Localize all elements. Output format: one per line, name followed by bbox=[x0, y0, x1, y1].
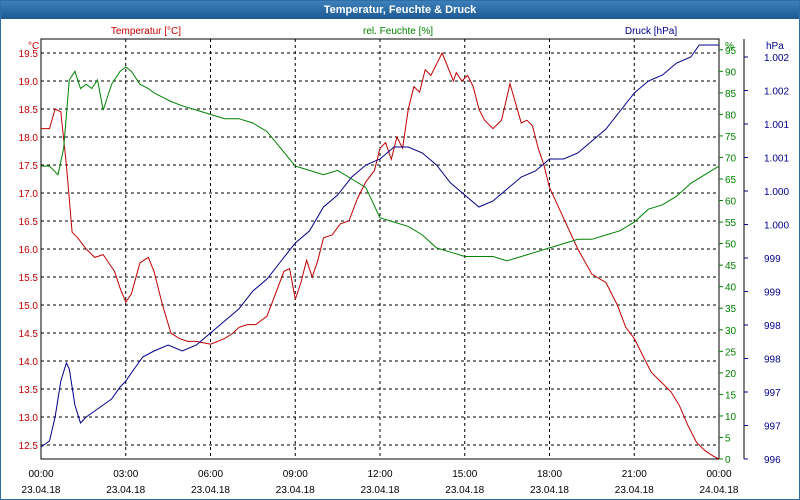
temperature-tick-label: 19.5 bbox=[19, 49, 39, 60]
x-tick-label: 00:00 bbox=[28, 469, 53, 480]
temperature-tick-label: 14.5 bbox=[19, 329, 39, 340]
humidity-tick-label: 40 bbox=[725, 283, 737, 294]
x-tick-date: 23.04.18 bbox=[22, 485, 61, 496]
pressure-series-line bbox=[40, 44, 719, 448]
humidity-tick-label: 35 bbox=[725, 304, 737, 315]
pressure-tick-label: 1.000 bbox=[764, 187, 789, 198]
x-tick-date: 23.04.18 bbox=[276, 485, 315, 496]
x-tick-label: 21:00 bbox=[622, 469, 647, 480]
temperature-unit: °C bbox=[28, 41, 39, 52]
humidity-tick-label: 90 bbox=[725, 67, 737, 78]
x-tick-label: 12:00 bbox=[367, 469, 392, 480]
pressure-tick-label: 997 bbox=[764, 422, 781, 433]
temperature-tick-label: 14.0 bbox=[19, 357, 39, 368]
humidity-tick-label: 55 bbox=[725, 218, 737, 229]
humidity-tick-label: 75 bbox=[725, 132, 737, 143]
humidity-tick-label: 95 bbox=[725, 46, 737, 57]
temperature-tick-label: 15.5 bbox=[19, 273, 39, 284]
humidity-tick-label: 0 bbox=[725, 455, 731, 466]
pressure-tick-label: 999 bbox=[764, 288, 781, 299]
temperature-tick-label: 12.5 bbox=[19, 441, 39, 452]
x-tick-label: 18:00 bbox=[537, 469, 562, 480]
temperature-series-line bbox=[41, 51, 720, 460]
pressure-axis-label: Druck [hPa] bbox=[625, 26, 677, 37]
pressure-tick-label: 996 bbox=[764, 455, 781, 466]
humidity-tick-label: 80 bbox=[725, 110, 737, 121]
temperature-tick-label: 13.0 bbox=[19, 413, 39, 424]
humidity-tick-label: 25 bbox=[725, 347, 737, 358]
humidity-axis-label: rel. Feuchte [%] bbox=[363, 26, 433, 37]
x-tick-date: 23.04.18 bbox=[445, 485, 484, 496]
x-tick-label: 09:00 bbox=[283, 469, 308, 480]
humidity-tick-label: 50 bbox=[725, 240, 737, 251]
x-tick-label: 06:00 bbox=[198, 469, 223, 480]
temperature-tick-label: 15.0 bbox=[19, 301, 39, 312]
temperature-axis-label: Temperatur [°C] bbox=[111, 26, 181, 37]
pressure-tick-label: 998 bbox=[764, 355, 781, 366]
x-tick-label: 03:00 bbox=[113, 469, 138, 480]
x-tick-date: 23.04.18 bbox=[191, 485, 230, 496]
temperature-tick-label: 19.0 bbox=[19, 77, 39, 88]
x-tick-label: 15:00 bbox=[452, 469, 477, 480]
humidity-tick-label: 60 bbox=[725, 197, 737, 208]
x-tick-date: 23.04.18 bbox=[530, 485, 569, 496]
humidity-tick-label: 30 bbox=[725, 326, 737, 337]
temperature-tick-label: 16.5 bbox=[19, 217, 39, 228]
temperature-tick-label: 17.0 bbox=[19, 189, 39, 200]
x-tick-date: 23.04.18 bbox=[615, 485, 654, 496]
humidity-series-line bbox=[41, 66, 720, 262]
chart-title: Temperatur, Feuchte & Druck bbox=[1, 1, 799, 19]
x-tick-date: 23.04.18 bbox=[106, 485, 145, 496]
humidity-tick-label: 20 bbox=[725, 369, 737, 380]
pressure-tick-label: 1.001 bbox=[764, 120, 789, 131]
pressure-tick-label: 998 bbox=[764, 321, 781, 332]
humidity-tick-label: 45 bbox=[725, 261, 737, 272]
humidity-unit: % bbox=[725, 41, 734, 52]
pressure-tick-label: 997 bbox=[764, 388, 781, 399]
pressure-tick-label: 1.001 bbox=[764, 154, 789, 165]
humidity-tick-label: 5 bbox=[725, 433, 731, 444]
humidity-tick-label: 85 bbox=[725, 89, 737, 100]
pressure-tick-label: 1.002 bbox=[764, 53, 789, 64]
humidity-tick-label: 15 bbox=[725, 390, 737, 401]
temperature-tick-label: 18.0 bbox=[19, 133, 39, 144]
pressure-tick-label: 1.000 bbox=[764, 221, 789, 232]
x-tick-date: 24.04.18 bbox=[700, 485, 739, 496]
temperature-tick-label: 18.5 bbox=[19, 105, 39, 116]
temperature-tick-label: 13.5 bbox=[19, 385, 39, 396]
pressure-tick-label: 999 bbox=[764, 254, 781, 265]
pressure-unit: hPa bbox=[766, 41, 784, 52]
humidity-tick-label: 65 bbox=[725, 175, 737, 186]
x-tick-date: 23.04.18 bbox=[361, 485, 400, 496]
humidity-tick-label: 70 bbox=[725, 153, 737, 164]
temperature-tick-label: 17.5 bbox=[19, 161, 39, 172]
temperature-tick-label: 16.0 bbox=[19, 245, 39, 256]
pressure-tick-label: 1.002 bbox=[764, 87, 789, 98]
x-tick-label: 00:00 bbox=[706, 469, 731, 480]
humidity-tick-label: 10 bbox=[725, 412, 737, 423]
